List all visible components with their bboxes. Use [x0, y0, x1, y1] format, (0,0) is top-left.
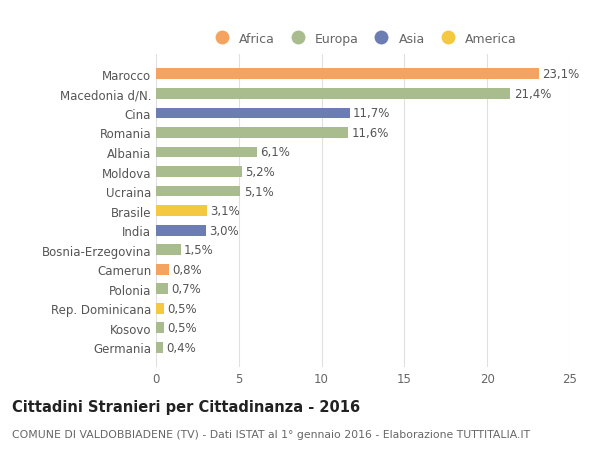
Bar [156, 303, 164, 314]
Text: 11,6%: 11,6% [352, 127, 389, 140]
Bar [156, 69, 539, 80]
Bar [156, 284, 167, 295]
Bar [156, 167, 242, 178]
Text: 21,4%: 21,4% [514, 88, 551, 101]
Bar [156, 264, 169, 275]
Bar [156, 323, 164, 334]
Text: 0,7%: 0,7% [171, 283, 200, 296]
Text: 3,0%: 3,0% [209, 224, 239, 237]
Text: 6,1%: 6,1% [260, 146, 290, 159]
Bar [156, 342, 163, 353]
Text: 5,2%: 5,2% [245, 166, 275, 179]
Text: 0,8%: 0,8% [173, 263, 202, 276]
Bar [156, 206, 208, 217]
Bar [156, 245, 181, 256]
Text: 5,1%: 5,1% [244, 185, 274, 198]
Bar [156, 89, 511, 100]
Text: Cittadini Stranieri per Cittadinanza - 2016: Cittadini Stranieri per Cittadinanza - 2… [12, 399, 360, 414]
Text: COMUNE DI VALDOBBIADENE (TV) - Dati ISTAT al 1° gennaio 2016 - Elaborazione TUTT: COMUNE DI VALDOBBIADENE (TV) - Dati ISTA… [12, 429, 530, 439]
Text: 11,7%: 11,7% [353, 107, 391, 120]
Text: 0,4%: 0,4% [166, 341, 196, 354]
Text: 0,5%: 0,5% [167, 302, 197, 315]
Bar [156, 225, 206, 236]
Text: 23,1%: 23,1% [542, 68, 579, 81]
Text: 1,5%: 1,5% [184, 244, 214, 257]
Text: 3,1%: 3,1% [211, 205, 241, 218]
Text: 0,5%: 0,5% [167, 322, 197, 335]
Legend: Africa, Europa, Asia, America: Africa, Europa, Asia, America [206, 30, 520, 48]
Bar [156, 147, 257, 158]
Bar [156, 186, 241, 197]
Bar [156, 108, 350, 119]
Bar [156, 128, 348, 139]
